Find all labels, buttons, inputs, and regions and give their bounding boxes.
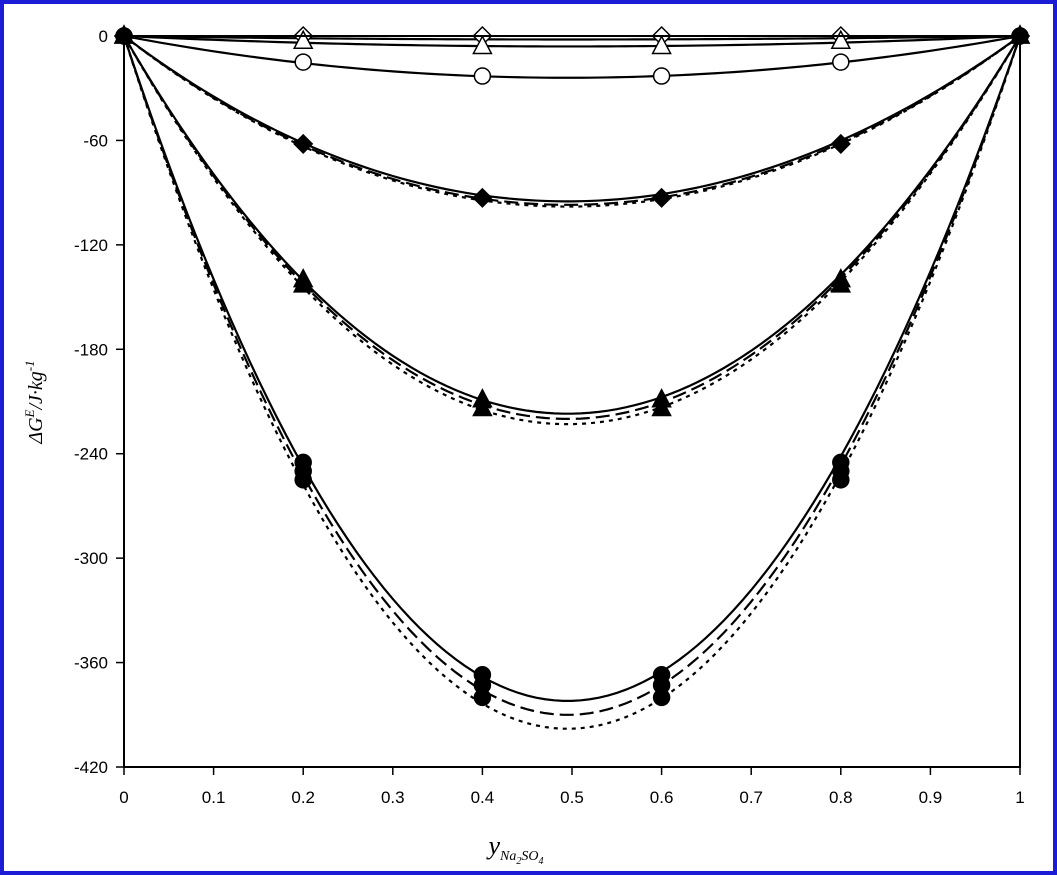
triangle-marker xyxy=(472,34,493,55)
x-tick-label: 0.5 xyxy=(560,788,584,807)
fit-curve-solid xyxy=(123,34,1021,41)
fit-curves xyxy=(122,34,1022,730)
diamond-marker xyxy=(651,187,672,208)
x-tick-label: 0.7 xyxy=(739,788,763,807)
x-tick-label: 0.2 xyxy=(291,788,315,807)
tick-labels: 0 0.1 0.2 0.3 0.4 0.5 0.6 0.7 0.8 0.9 1 0 -60 -120 -18… xyxy=(74,27,1025,807)
triangle-marker xyxy=(472,396,493,417)
x-axis-label: yNa2SO4 xyxy=(485,831,543,867)
circle-marker xyxy=(473,688,492,707)
chart-axes xyxy=(116,35,1021,775)
y-tick-label: -60 xyxy=(83,131,108,150)
triangle-marker xyxy=(830,29,852,49)
y-tick-label: -240 xyxy=(74,445,108,464)
fit-curve-dashed xyxy=(123,35,1021,206)
diamond-marker xyxy=(830,133,851,154)
x-tick-label: 0.9 xyxy=(919,788,943,807)
circle-marker xyxy=(832,53,850,71)
circle-marker xyxy=(473,67,492,85)
fit-curve-solid xyxy=(122,35,1022,702)
x-tick-label: 0.6 xyxy=(650,788,674,807)
circle-marker xyxy=(294,53,312,71)
fit-curve-solid xyxy=(123,34,1021,48)
diamond-marker xyxy=(472,187,493,208)
fit-curve-solid xyxy=(123,35,1021,203)
fit-curve-dashed xyxy=(123,35,1021,420)
circle-marker xyxy=(832,471,850,489)
y-tick-label: 0 xyxy=(99,27,108,46)
y-tick-label: -360 xyxy=(74,654,108,673)
plot-border xyxy=(123,35,1021,768)
fit-curve-dotted xyxy=(123,35,1021,208)
y-tick-label: -120 xyxy=(74,236,108,255)
x-tick-label: 0 xyxy=(119,788,128,807)
triangle-marker xyxy=(651,34,672,55)
y-axis-label: ΔGE/J·kg-1 xyxy=(22,360,47,444)
triangle-marker xyxy=(830,273,852,293)
x-tick-label: 0.8 xyxy=(829,788,853,807)
circle-marker xyxy=(652,688,671,707)
fit-curve-solid xyxy=(123,35,1021,415)
triangle-marker xyxy=(292,273,314,293)
fit-curve-dashed xyxy=(122,35,1022,716)
diamond-marker xyxy=(293,133,314,154)
x-tick-label: 0.3 xyxy=(381,788,405,807)
fit-curve-dotted xyxy=(122,35,1022,730)
x-tick-label: 1 xyxy=(1015,788,1024,807)
triangle-marker xyxy=(292,29,314,49)
circle-marker xyxy=(652,67,671,85)
chart-plot: 0 0.1 0.2 0.3 0.4 0.5 0.6 0.7 0.8 0.9 1 0 -60 -120 -18… xyxy=(22,24,1031,867)
y-tick-label: -180 xyxy=(74,340,108,359)
y-tick-label: -300 xyxy=(74,549,108,568)
y-tick-label: -420 xyxy=(74,758,108,777)
fit-curve-solid xyxy=(123,34,1021,79)
x-tick-label: 0.4 xyxy=(471,788,495,807)
triangle-marker xyxy=(651,396,672,417)
x-tick-label: 0.1 xyxy=(202,788,226,807)
circle-marker xyxy=(294,471,312,489)
